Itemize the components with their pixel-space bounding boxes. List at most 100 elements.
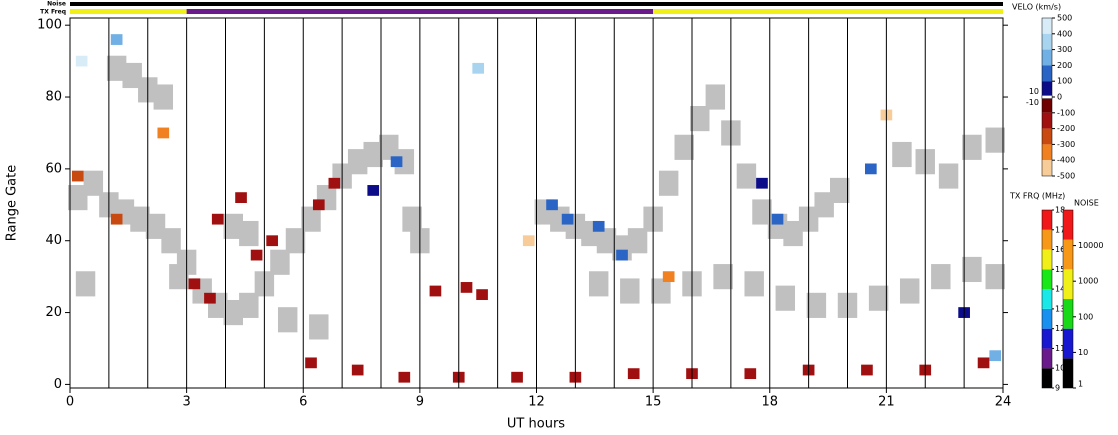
y-tick-label: 40 (45, 233, 62, 248)
ground-scatter (830, 177, 850, 203)
velo-colorbar-cell (1042, 144, 1052, 161)
ground-scatter (814, 192, 834, 218)
echo (235, 192, 247, 203)
velo-tick-label: 100 (1057, 77, 1072, 86)
noise-colorbar-frame (1062, 209, 1074, 389)
echo (110, 213, 123, 225)
noise-tick-label: 1 (1078, 380, 1083, 389)
ground-scatter (658, 170, 679, 196)
ground-scatter (270, 249, 290, 275)
echo (266, 235, 278, 247)
ground-scatter (239, 292, 259, 318)
velo-inner-tick-label: -10 (1026, 98, 1039, 107)
ground-scatter (130, 206, 150, 232)
tx-bar-label: TX Freq (40, 9, 66, 16)
echo (188, 278, 201, 290)
y-tick-label: 60 (45, 161, 62, 176)
x-tick-label: 0 (66, 395, 74, 410)
velo-tick-label: 500 (1057, 14, 1072, 23)
echo (546, 199, 558, 211)
ground-scatter (161, 228, 181, 254)
x-tick-label: 18 (761, 395, 778, 410)
freq-colorbar-title: TX FRQ (MHz) (1009, 192, 1065, 201)
velo-tick-label: 400 (1057, 29, 1072, 38)
velo-tick-label: 0 (1057, 93, 1062, 102)
echo (977, 357, 990, 369)
noise-colorbar-cell (1063, 269, 1073, 299)
ground-scatter (239, 220, 259, 247)
velo-colorbar-title: VELO (km/s) (1012, 3, 1061, 12)
noise-colorbar-cell (1063, 210, 1073, 240)
ground-scatter (962, 134, 982, 160)
ground-scatter (985, 127, 1005, 153)
echo (110, 34, 123, 45)
echo (429, 285, 442, 297)
freq-tick-label: 16 (1055, 245, 1065, 254)
echo (592, 220, 605, 232)
y-axis-label: Range Gate (5, 165, 20, 241)
freq-colorbar-cell (1042, 210, 1052, 230)
echo (367, 185, 380, 196)
noise-colorbar-cell (1063, 358, 1073, 388)
ground-scatter (223, 299, 243, 326)
echo (476, 289, 488, 300)
ground-scatter (68, 185, 88, 211)
noise-tick-label: 10 (1078, 348, 1088, 357)
y-tick-label: 100 (37, 18, 62, 33)
noise-colorbar-cell (1063, 299, 1073, 329)
ground-scatter (153, 84, 174, 110)
echo (211, 213, 224, 225)
echo (157, 127, 170, 139)
ground-scatter (985, 264, 1005, 290)
noise-segment (70, 2, 1003, 6)
freq-tick-label: 18 (1055, 206, 1065, 215)
ground-scatter (285, 228, 306, 254)
ground-scatter (394, 149, 415, 175)
echo (71, 170, 84, 182)
ground-scatter (899, 278, 920, 304)
echo (627, 368, 640, 380)
echo (756, 177, 768, 189)
noise-tick-label: 1000 (1078, 277, 1098, 286)
noise-colorbar-title: NOISE (1074, 199, 1099, 208)
velo-colorbar-cell (1042, 33, 1052, 50)
velo-colorbar-cell (1042, 18, 1052, 34)
ground-scatter (169, 264, 189, 290)
ground-scatter (106, 55, 127, 81)
x-tick-label: 12 (528, 395, 545, 410)
echo (989, 350, 1002, 362)
noise-tick-label: 100 (1078, 312, 1093, 321)
x-tick-label: 6 (299, 395, 307, 410)
ground-scatter (783, 220, 803, 247)
velo-tick-label: -400 (1057, 156, 1075, 165)
echo (390, 156, 403, 168)
ground-scatter (752, 199, 772, 225)
freq-tick-label: 9 (1055, 384, 1060, 393)
velo-tick-label: 300 (1057, 45, 1072, 54)
freq-tick-label: 15 (1055, 265, 1065, 274)
echo (398, 371, 411, 383)
echo (351, 364, 364, 376)
ground-scatter (83, 170, 104, 196)
freq-colorbar-cell (1042, 269, 1052, 290)
freq-tick-label: 14 (1055, 285, 1065, 294)
velo-tick-label: -300 (1057, 140, 1075, 149)
ground-scatter (674, 134, 694, 160)
echo (75, 55, 88, 67)
freq-tick-label: 11 (1055, 344, 1065, 353)
echo (662, 271, 675, 283)
ground-scatter (122, 62, 142, 89)
velo-colorbar-cell (1042, 128, 1052, 145)
ground-scatter (363, 141, 383, 168)
velo-tick-label: -100 (1057, 108, 1075, 117)
velo-colorbar-cell (1042, 81, 1052, 97)
freq-colorbar-cell (1042, 289, 1052, 309)
x-tick-label: 21 (878, 395, 895, 410)
freq-colorbar-cell (1042, 249, 1052, 270)
echo (312, 199, 325, 211)
ground-scatter (145, 213, 166, 239)
velo-colorbar-cell (1042, 49, 1052, 66)
ground-scatter (627, 228, 648, 254)
freq-colorbar-cell (1042, 348, 1052, 369)
